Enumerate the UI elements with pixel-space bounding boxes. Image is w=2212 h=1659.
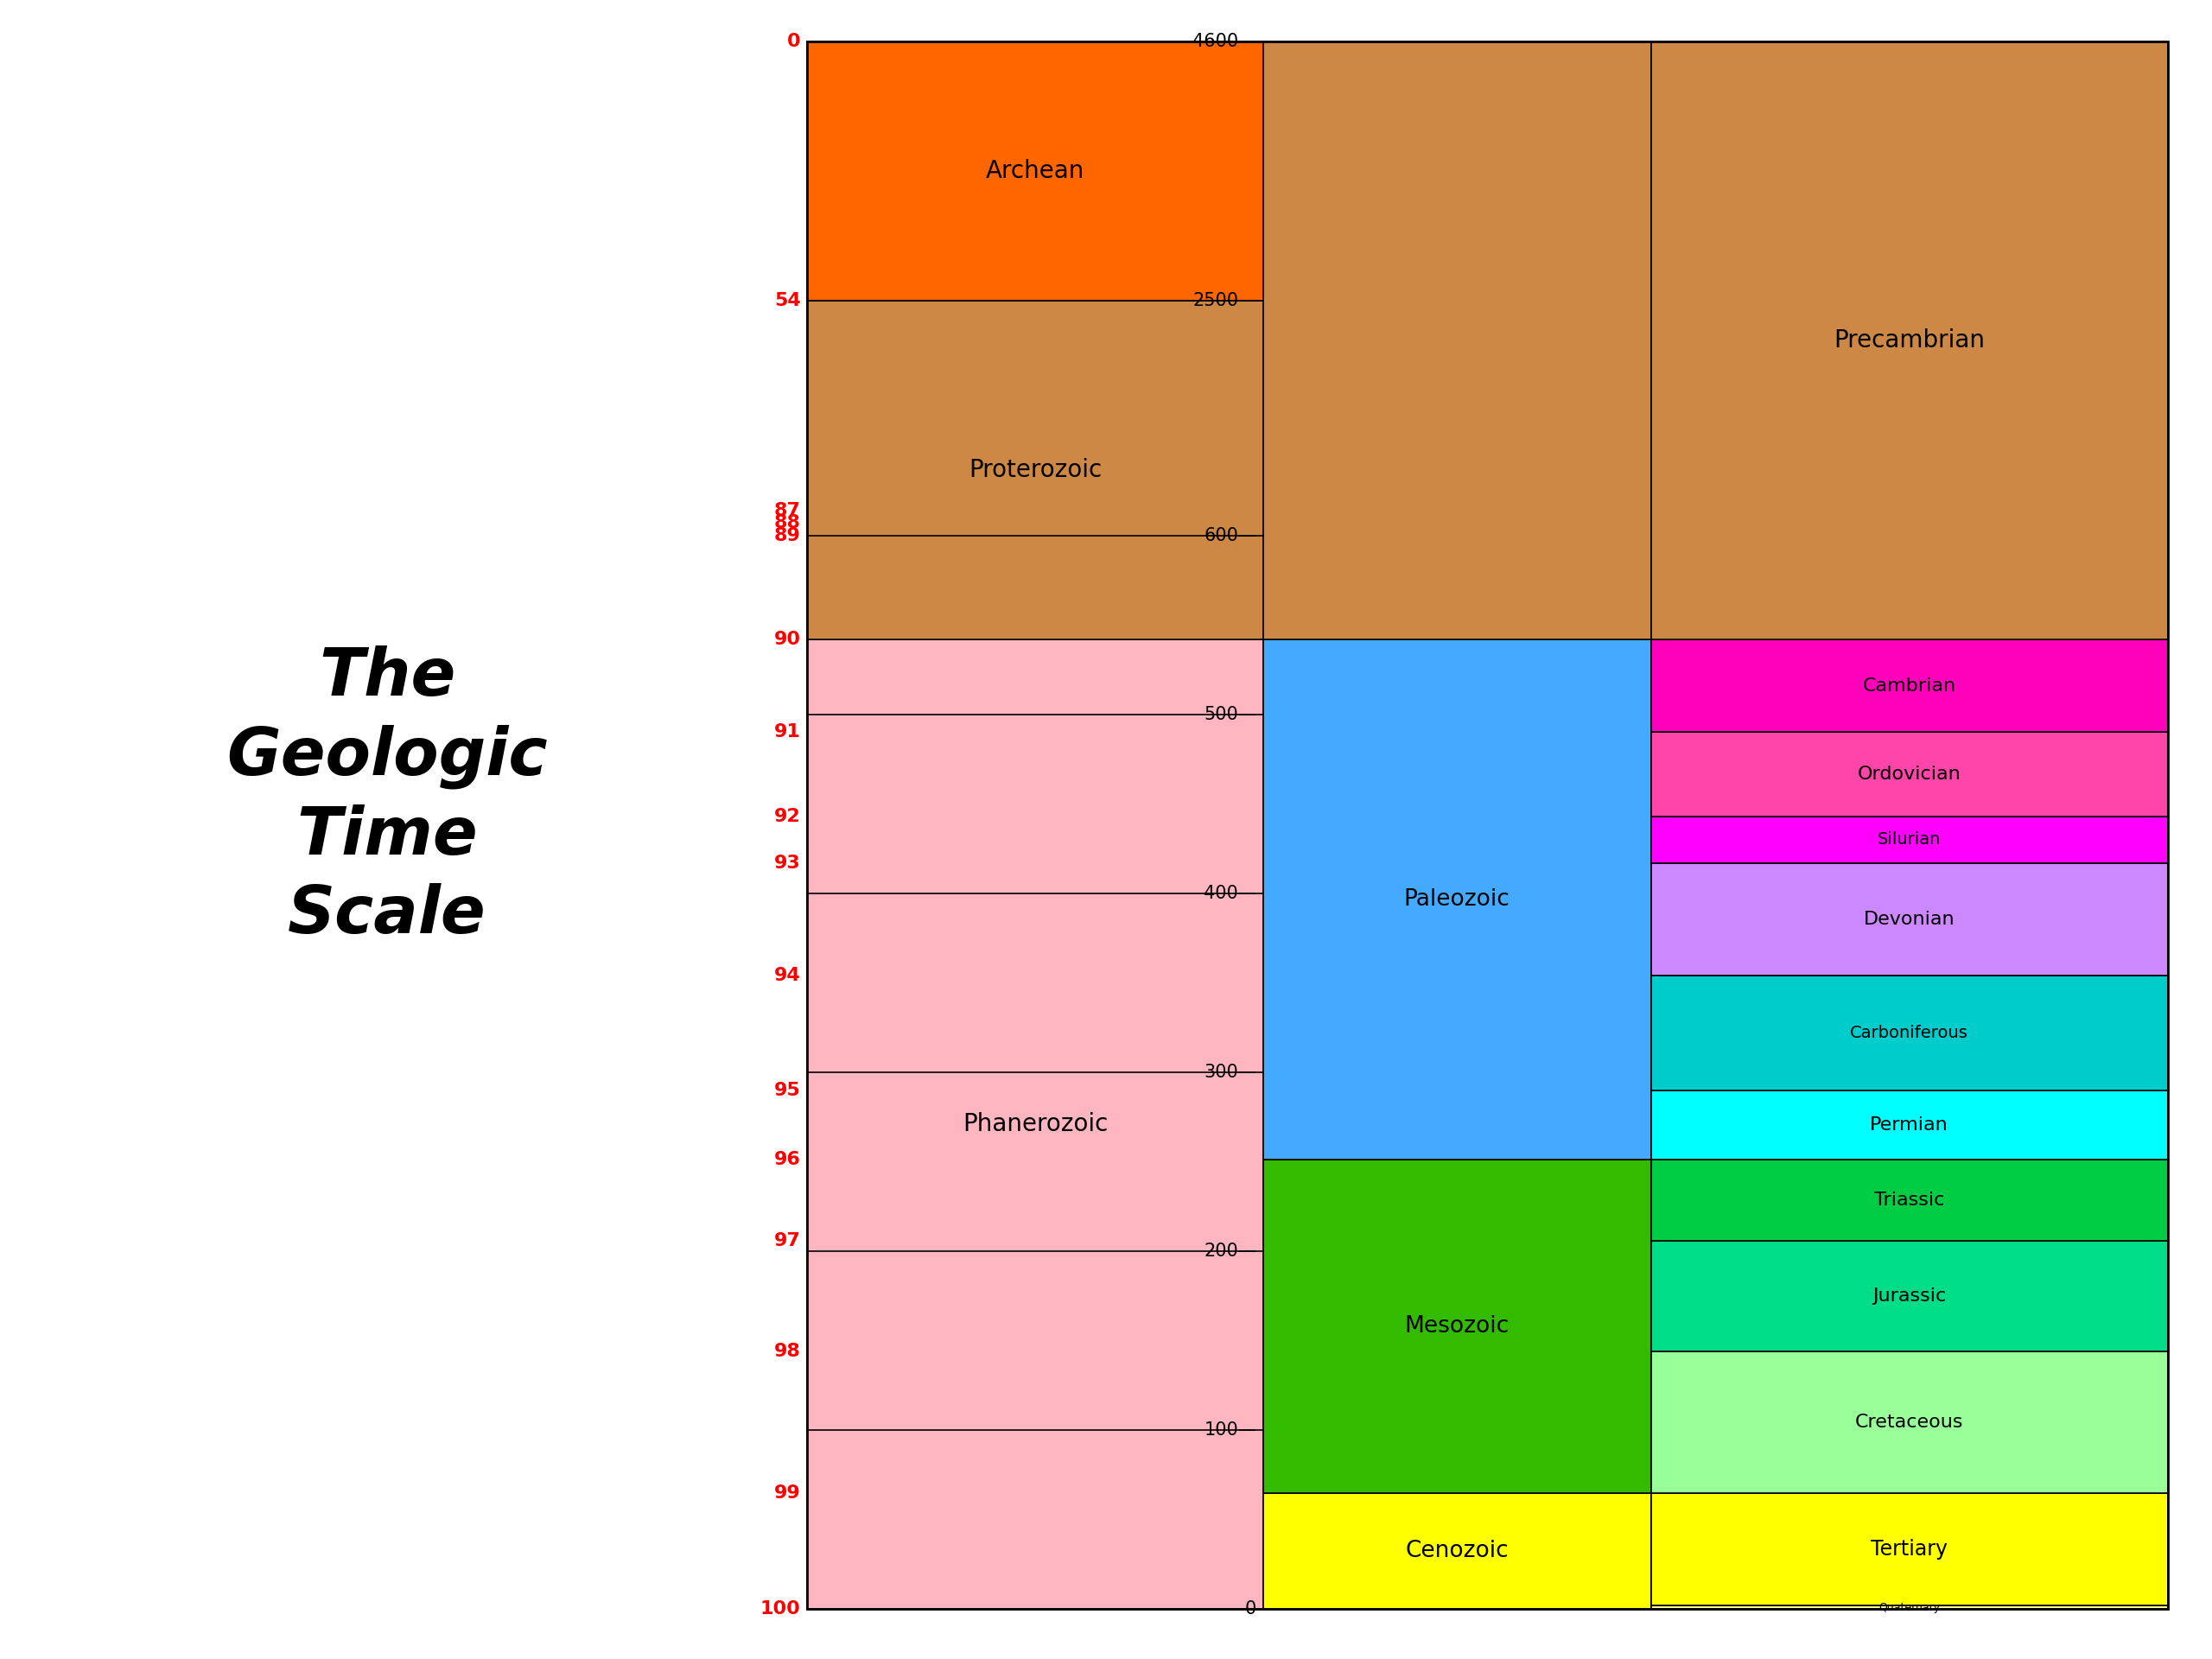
Bar — [1263, 41, 1650, 639]
Bar — [807, 41, 1263, 300]
Text: 93: 93 — [774, 854, 801, 871]
Text: 400—: 400— — [1203, 884, 1256, 902]
Text: 96: 96 — [774, 1151, 801, 1168]
Text: 91: 91 — [774, 723, 801, 742]
Bar — [1650, 1493, 2168, 1606]
Text: 200—: 200— — [1203, 1243, 1256, 1259]
Text: 500—: 500— — [1203, 705, 1256, 723]
Text: 98: 98 — [774, 1342, 801, 1360]
Text: Proterozoic: Proterozoic — [969, 458, 1102, 483]
Bar — [1650, 1241, 2168, 1352]
Text: 97: 97 — [774, 1233, 801, 1249]
Text: Permian: Permian — [1869, 1117, 1949, 1133]
Text: 600—: 600— — [1203, 526, 1256, 544]
Text: 87: 87 — [774, 503, 801, 519]
Bar — [1650, 863, 2168, 975]
Bar — [807, 639, 1263, 1609]
Text: 92: 92 — [774, 808, 801, 825]
Text: Jurassic: Jurassic — [1871, 1287, 1947, 1304]
Text: 90: 90 — [774, 630, 801, 647]
Bar — [1263, 1493, 1650, 1609]
Text: Carboniferous: Carboniferous — [1849, 1025, 1969, 1042]
Text: Cretaceous: Cretaceous — [1856, 1413, 1964, 1430]
Bar — [807, 300, 1263, 639]
Text: Mesozoic: Mesozoic — [1405, 1316, 1509, 1337]
Text: Phanerozoic: Phanerozoic — [962, 1112, 1108, 1136]
Text: Quaternary: Quaternary — [1878, 1603, 1940, 1613]
Text: 4600—: 4600— — [1192, 33, 1256, 50]
Text: Tertiary: Tertiary — [1871, 1540, 1949, 1559]
Text: 2500—: 2500— — [1192, 292, 1256, 309]
Text: Ordovician: Ordovician — [1858, 765, 1962, 783]
Text: Devonian: Devonian — [1865, 911, 1955, 927]
Text: 95: 95 — [774, 1082, 801, 1098]
Bar — [1650, 1090, 2168, 1160]
Text: 0: 0 — [787, 33, 801, 50]
Text: 88: 88 — [774, 514, 801, 531]
Text: 100—: 100— — [1203, 1422, 1256, 1438]
Text: Archean: Archean — [987, 159, 1084, 182]
Bar — [1650, 1160, 2168, 1241]
Text: 89: 89 — [774, 526, 801, 544]
Text: 94: 94 — [774, 967, 801, 984]
Text: The
Geologic
Time
Scale: The Geologic Time Scale — [226, 645, 549, 947]
Text: 300—: 300— — [1203, 1063, 1256, 1082]
Bar — [1650, 1606, 2168, 1609]
Bar — [1650, 1352, 2168, 1493]
Text: 100: 100 — [761, 1601, 801, 1618]
Text: 99: 99 — [774, 1485, 801, 1501]
Text: Cambrian: Cambrian — [1863, 677, 1955, 695]
Text: Triassic: Triassic — [1874, 1191, 1944, 1209]
Bar — [1263, 639, 1650, 1160]
Bar — [1650, 975, 2168, 1090]
Bar — [1650, 639, 2168, 732]
Bar — [1263, 1160, 1650, 1493]
Bar — [1650, 732, 2168, 816]
Bar — [1650, 816, 2168, 863]
Text: Cenozoic: Cenozoic — [1405, 1540, 1509, 1563]
Bar — [1650, 41, 2168, 639]
Text: 54: 54 — [774, 292, 801, 309]
Text: 0: 0 — [1245, 1601, 1256, 1618]
Text: Paleozoic: Paleozoic — [1405, 888, 1511, 911]
Text: Precambrian: Precambrian — [1834, 328, 1984, 352]
Text: Silurian: Silurian — [1878, 831, 1940, 848]
